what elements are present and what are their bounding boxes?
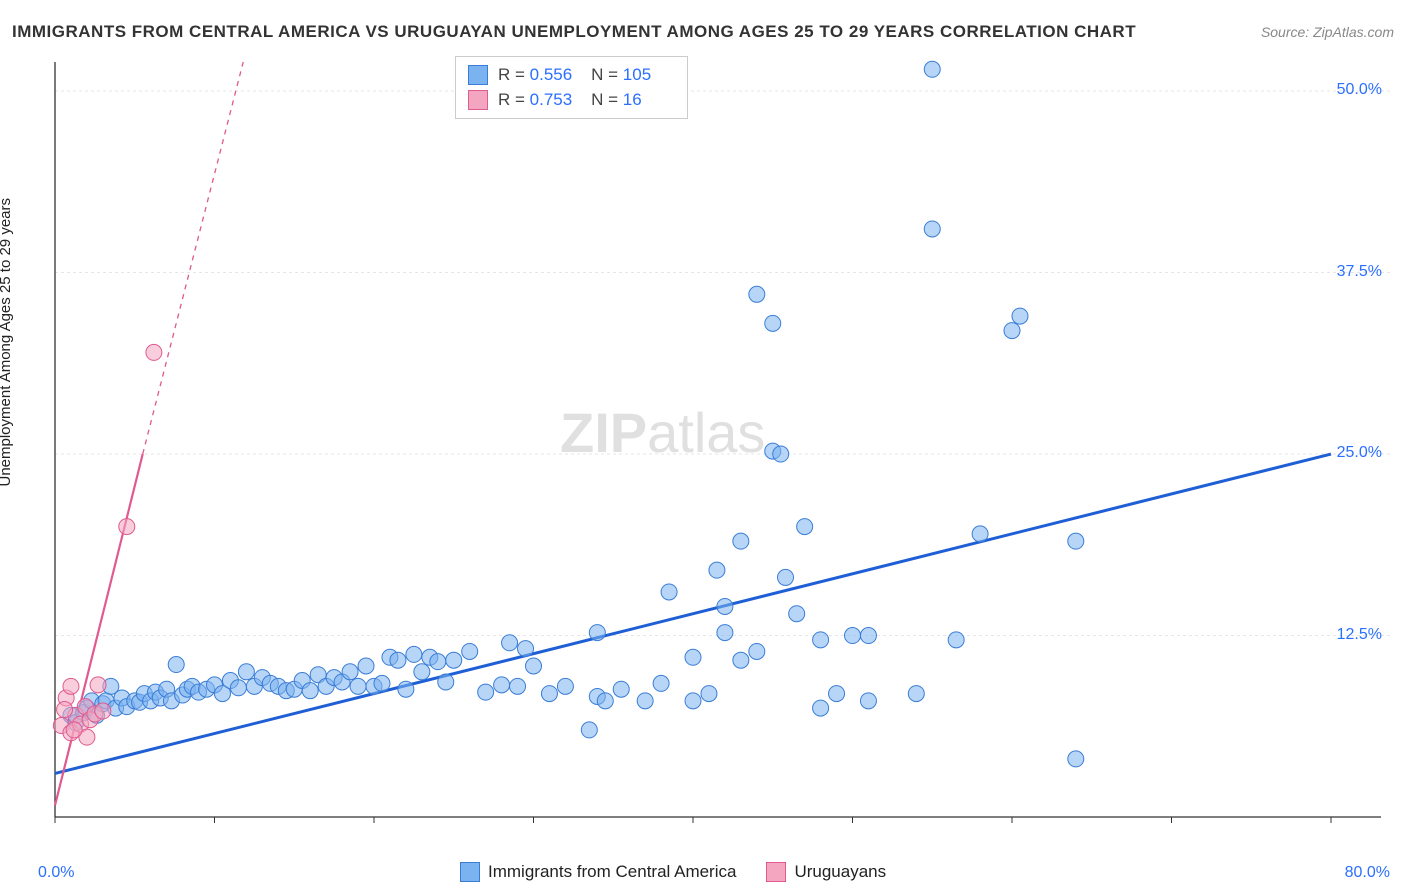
n-value: 16	[623, 88, 659, 113]
r-value: 0.556	[530, 63, 582, 88]
y-tick-label: 37.5%	[1337, 263, 1382, 281]
x-tick-max-label: 80.0%	[1345, 864, 1390, 882]
legend-swatch-ca	[468, 65, 488, 85]
stats-legend-row: R = 0.556 N = 105	[468, 63, 675, 88]
series-legend: Immigrants from Central America Uruguaya…	[460, 862, 886, 882]
stats-text: R = 0.556 N = 105	[498, 63, 675, 88]
y-tick-label: 25.0%	[1337, 444, 1382, 462]
legend-swatch-uy	[766, 862, 786, 882]
y-tick-label: 12.5%	[1337, 626, 1382, 644]
series-label: Uruguayans	[794, 862, 886, 882]
r-label: R =	[498, 90, 525, 109]
n-value: 105	[623, 63, 675, 88]
series-legend-item: Uruguayans	[766, 862, 886, 882]
chart-container: IMMIGRANTS FROM CENTRAL AMERICA VS URUGU…	[0, 0, 1406, 892]
r-value: 0.753	[530, 88, 582, 113]
r-label: R =	[498, 65, 525, 84]
stats-text: R = 0.753 N = 16	[498, 88, 659, 113]
series-label: Immigrants from Central America	[488, 862, 736, 882]
legend-swatch-uy	[468, 90, 488, 110]
legend-swatch-ca	[460, 862, 480, 882]
n-label: N =	[591, 90, 618, 109]
chart-title: IMMIGRANTS FROM CENTRAL AMERICA VS URUGU…	[12, 22, 1136, 42]
source-label: Source: ZipAtlas.com	[1261, 24, 1394, 40]
scatter-chart	[45, 54, 1391, 847]
title-row: IMMIGRANTS FROM CENTRAL AMERICA VS URUGU…	[12, 18, 1394, 46]
plot-area	[45, 54, 1391, 847]
stats-legend-box: R = 0.556 N = 105 R = 0.753 N = 16	[455, 56, 688, 119]
stats-legend-row: R = 0.753 N = 16	[468, 88, 675, 113]
series-legend-item: Immigrants from Central America	[460, 862, 736, 882]
y-tick-label: 50.0%	[1337, 81, 1382, 99]
n-label: N =	[591, 65, 618, 84]
y-axis-label: Unemployment Among Ages 25 to 29 years	[0, 198, 14, 487]
x-tick-min-label: 0.0%	[38, 864, 74, 882]
